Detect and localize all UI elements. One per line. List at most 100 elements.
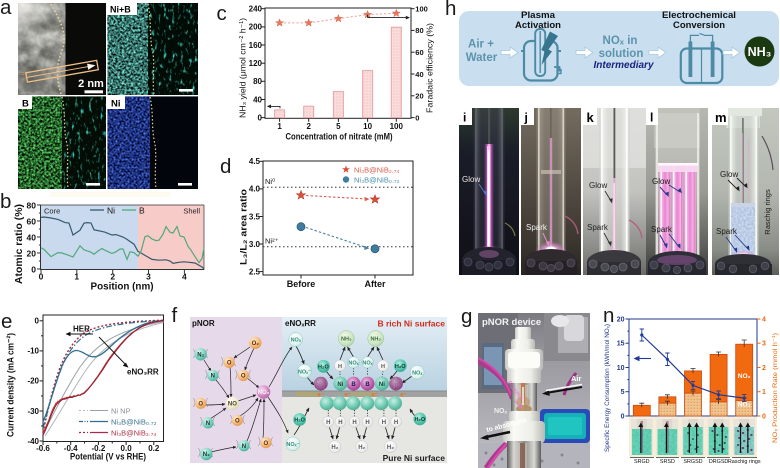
- svg-text:Air: Air: [571, 374, 582, 383]
- svg-text:2: 2: [110, 272, 115, 282]
- svg-text:NOₓ⁻: NOₓ⁻: [298, 369, 311, 375]
- svg-text:solution: solution: [599, 48, 644, 60]
- svg-text:e⁻: e⁻: [344, 392, 351, 398]
- svg-text:-0.2: -0.2: [92, 444, 106, 453]
- svg-text:Ni₃B@NiB₂.₇₄: Ni₃B@NiB₂.₇₄: [354, 166, 399, 175]
- svg-text:O: O: [241, 374, 246, 380]
- svg-text:0: 0: [258, 113, 263, 122]
- svg-text:N: N: [206, 421, 210, 427]
- svg-text:NH₃ yield (μmol cm⁻² h⁻¹): NH₃ yield (μmol cm⁻² h⁻¹): [238, 18, 248, 118]
- svg-text:i: i: [463, 111, 466, 125]
- svg-text:O: O: [227, 361, 232, 367]
- svg-text:2.5: 2.5: [249, 267, 261, 276]
- svg-text:0.0: 0.0: [121, 444, 133, 453]
- svg-text:Glow: Glow: [589, 181, 607, 190]
- svg-text:H₂: H₂: [387, 445, 394, 451]
- svg-text:Atomic ratio (%): Atomic ratio (%): [13, 204, 25, 284]
- svg-text:k: k: [587, 110, 595, 125]
- svg-text:-20: -20: [27, 377, 39, 386]
- svg-text:NOₓ: NOₓ: [362, 361, 373, 367]
- svg-text:-0.6: -0.6: [36, 444, 50, 453]
- svg-text:eNO₃RR: eNO₃RR: [127, 368, 159, 377]
- svg-text:H₂: H₂: [331, 445, 338, 451]
- svg-text:Before: Before: [287, 279, 316, 287]
- svg-text:5: 5: [336, 122, 341, 131]
- svg-text:1: 1: [74, 272, 79, 282]
- svg-text:NH₃: NH₃: [341, 337, 352, 343]
- svg-text:eNOₓRR: eNOₓRR: [285, 319, 316, 328]
- svg-text:Potential (V vs RHE): Potential (V vs RHE): [70, 452, 146, 463]
- svg-text:Ni⁰: Ni⁰: [265, 177, 275, 186]
- svg-text:B: B: [139, 206, 145, 216]
- svg-text:NOₓ: NOₓ: [494, 408, 508, 415]
- svg-text:3.5: 3.5: [249, 212, 261, 221]
- svg-text:0: 0: [31, 265, 36, 275]
- svg-text:DRGSD: DRGSD: [709, 459, 729, 465]
- svg-text:O: O: [263, 441, 268, 447]
- svg-text:3.0: 3.0: [249, 240, 261, 249]
- svg-text:H: H: [394, 420, 398, 426]
- svg-text:Activation: Activation: [515, 20, 561, 30]
- svg-text:NOₓ: NOₓ: [291, 338, 302, 344]
- svg-text:100: 100: [390, 122, 404, 131]
- svg-text:Spark: Spark: [651, 225, 673, 234]
- svg-text:H: H: [338, 420, 342, 426]
- svg-text:H: H: [352, 420, 356, 426]
- svg-text:0: 0: [35, 317, 40, 326]
- svg-text:10: 10: [617, 365, 625, 372]
- svg-text:Position (nm): Position (nm): [91, 281, 154, 293]
- svg-text:80: 80: [27, 201, 37, 211]
- svg-text:N: N: [211, 374, 215, 380]
- svg-text:10: 10: [363, 122, 372, 131]
- svg-text:0: 0: [415, 113, 419, 122]
- svg-text:Pure Ni surface: Pure Ni surface: [383, 453, 446, 463]
- svg-text:1: 1: [762, 389, 766, 396]
- svg-text:60: 60: [415, 48, 423, 57]
- svg-text:-40: -40: [27, 437, 39, 446]
- svg-text:20: 20: [617, 316, 625, 323]
- svg-text:NH₃: NH₃: [748, 45, 772, 59]
- svg-text:O₂: O₂: [252, 341, 260, 347]
- svg-text:Ni NP: Ni NP: [111, 406, 131, 415]
- svg-text:40: 40: [27, 233, 37, 243]
- svg-text:2: 2: [306, 122, 311, 131]
- svg-text:3: 3: [146, 272, 151, 282]
- svg-text:SRGD: SRGD: [634, 459, 650, 465]
- svg-text:H: H: [381, 364, 385, 370]
- svg-text:Shell: Shell: [183, 207, 200, 216]
- svg-text:e⁻: e⁻: [318, 392, 325, 398]
- svg-text:15: 15: [617, 341, 625, 348]
- svg-text:0: 0: [39, 272, 44, 282]
- svg-text:H: H: [382, 420, 386, 426]
- svg-text:Ni: Ni: [107, 206, 115, 216]
- svg-text:SRSD: SRSD: [660, 459, 675, 465]
- svg-text:HER: HER: [73, 325, 90, 334]
- svg-text:pNOR device: pNOR device: [482, 317, 541, 328]
- svg-text:NOₓ: NOₓ: [412, 370, 423, 376]
- svg-text:e⁻: e⁻: [371, 392, 378, 398]
- svg-text:NH₃: NH₃: [370, 337, 381, 343]
- svg-text:NOₓ in: NOₓ in: [603, 35, 638, 47]
- svg-text:80: 80: [415, 26, 423, 35]
- svg-text:N₂: N₂: [203, 452, 210, 458]
- svg-text:0.2: 0.2: [148, 444, 160, 453]
- svg-text:N₂: N₂: [197, 353, 204, 359]
- svg-text:Concentration of nitrate (mM): Concentration of nitrate (mM): [286, 132, 393, 142]
- svg-text:H: H: [365, 420, 369, 426]
- svg-text:0: 0: [762, 413, 766, 420]
- svg-text:Current density (mA cm⁻²): Current density (mA cm⁻²): [6, 333, 17, 437]
- svg-text:SRGSD: SRGSD: [683, 459, 702, 465]
- svg-text:Spark: Spark: [716, 227, 738, 236]
- svg-text:O: O: [235, 419, 240, 425]
- svg-text:1: 1: [277, 122, 282, 131]
- svg-text:m: m: [715, 110, 727, 125]
- svg-text:B rich Ni surface: B rich Ni surface: [377, 319, 445, 329]
- svg-text:40: 40: [253, 95, 262, 104]
- svg-text:60: 60: [27, 217, 37, 227]
- svg-text:Water: Water: [466, 52, 498, 64]
- svg-text:B: B: [351, 382, 356, 388]
- svg-text:4: 4: [182, 272, 187, 282]
- svg-text:Ni: Ni: [337, 382, 343, 388]
- svg-text:Faradaic efficiency (%): Faradaic efficiency (%): [425, 23, 435, 113]
- svg-text:Glow: Glow: [652, 177, 670, 186]
